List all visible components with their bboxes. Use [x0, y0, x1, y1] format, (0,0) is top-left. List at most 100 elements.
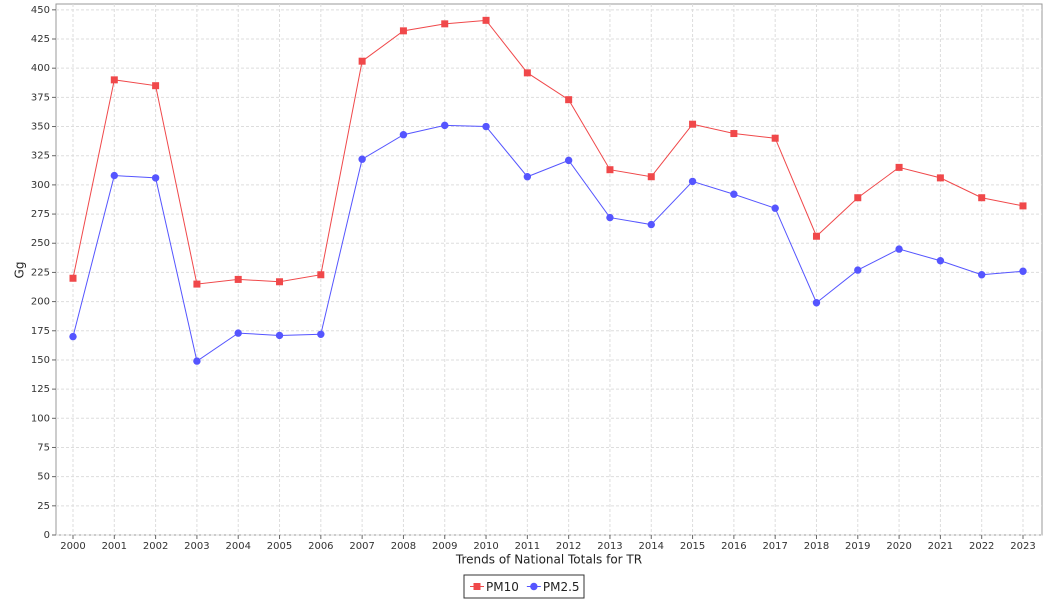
x-tick-label: 2005: [267, 541, 292, 552]
point: [606, 166, 614, 174]
x-tick-label: 2000: [60, 541, 85, 552]
x-axis-title: Trends of National Totals for TR: [455, 553, 642, 567]
point: [771, 204, 779, 212]
point: [647, 220, 655, 229]
x-tick-label: 2001: [102, 541, 127, 552]
x-tick-label: 2008: [391, 541, 416, 552]
x-tick-label: 2016: [721, 541, 746, 552]
point: [895, 245, 903, 253]
point: [317, 330, 325, 338]
point: [1019, 267, 1027, 275]
point: [69, 332, 77, 341]
y-tick-label: 175: [31, 326, 50, 337]
y-tick-label: 325: [31, 151, 50, 162]
y-tick-label: 0: [44, 530, 50, 541]
point: [688, 177, 697, 186]
point: [69, 274, 77, 282]
legend-marker: [473, 583, 481, 590]
y-axis-title: Gg: [13, 262, 27, 279]
x-tick-label: 2022: [969, 541, 994, 552]
y-tick-label: 425: [31, 34, 50, 45]
x-tick-label: 2018: [804, 541, 829, 552]
point: [399, 27, 407, 35]
y-tick-label: 300: [31, 180, 50, 191]
point: [1019, 202, 1027, 210]
y-tick-label: 75: [37, 442, 50, 453]
point: [234, 275, 242, 283]
x-tick-label: 2013: [597, 541, 622, 552]
y-tick-label: 25: [37, 501, 50, 512]
point: [482, 122, 490, 131]
y-tick-label: 450: [31, 5, 50, 16]
point: [358, 57, 366, 65]
point: [730, 130, 738, 138]
legend-label: PM10: [486, 580, 519, 594]
legend-label: PM2.5: [543, 580, 580, 594]
point: [193, 357, 201, 365]
y-tick-label: 50: [37, 472, 50, 483]
x-tick-label: 2007: [349, 541, 374, 552]
x-tick-label: 2002: [143, 541, 168, 552]
point: [689, 120, 697, 128]
point: [317, 271, 325, 279]
point: [564, 156, 573, 165]
point: [276, 278, 284, 286]
point: [523, 69, 531, 77]
x-tick-label: 2019: [845, 541, 870, 552]
x-tick-label: 2020: [886, 541, 911, 552]
point: [812, 232, 820, 240]
y-tick-label: 200: [31, 297, 50, 308]
point: [193, 280, 201, 288]
point: [936, 257, 945, 265]
legend-marker: [530, 582, 538, 591]
point: [812, 299, 821, 307]
y-tick-label: 150: [31, 355, 50, 366]
series-layer: [69, 16, 1027, 365]
y-tick-label: 100: [31, 413, 50, 424]
point: [977, 271, 986, 279]
x-tick-label: 2023: [1010, 541, 1035, 552]
x-tick-label: 2015: [680, 541, 705, 552]
x-tick-label: 2014: [639, 541, 664, 552]
series-line: [72, 19, 1024, 285]
x-tick-label: 2009: [432, 541, 457, 552]
y-tick-label: 275: [31, 209, 50, 220]
point: [565, 96, 573, 104]
x-tick-label: 2011: [515, 541, 540, 552]
grid: 0 25 50 75 100 125 150 175 200 225 250 275 300 325 350…: [31, 4, 1042, 552]
x-tick-label: 2010: [473, 541, 498, 552]
point: [978, 194, 986, 202]
y-tick-label: 375: [31, 92, 50, 103]
x-tick-label: 2021: [928, 541, 953, 552]
point: [895, 163, 903, 171]
point: [647, 173, 655, 181]
y-tick-label: 350: [31, 122, 50, 133]
x-tick-label: 2012: [556, 541, 581, 552]
point: [523, 173, 532, 181]
point: [482, 16, 490, 24]
series-line: [72, 124, 1024, 362]
x-tick-label: 2003: [184, 541, 209, 552]
legend-box: [463, 574, 585, 599]
legend: PM10 PM2.5: [463, 574, 585, 599]
point: [441, 121, 449, 130]
x-tick-label: 2004: [225, 541, 250, 552]
point: [110, 171, 119, 180]
point: [110, 76, 118, 84]
point: [399, 131, 408, 139]
point: [771, 134, 779, 142]
x-tick-label: 2006: [308, 541, 333, 552]
y-tick-label: 125: [31, 384, 50, 395]
point: [152, 82, 160, 90]
point: [358, 155, 366, 163]
plot-area: [55, 3, 1043, 536]
y-tick-label: 400: [31, 63, 50, 74]
point: [606, 213, 614, 222]
point: [151, 174, 160, 182]
point: [854, 266, 862, 274]
point: [234, 329, 242, 337]
point: [275, 331, 284, 340]
point: [936, 174, 944, 182]
point: [854, 194, 862, 202]
y-tick-label: 225: [31, 267, 50, 278]
